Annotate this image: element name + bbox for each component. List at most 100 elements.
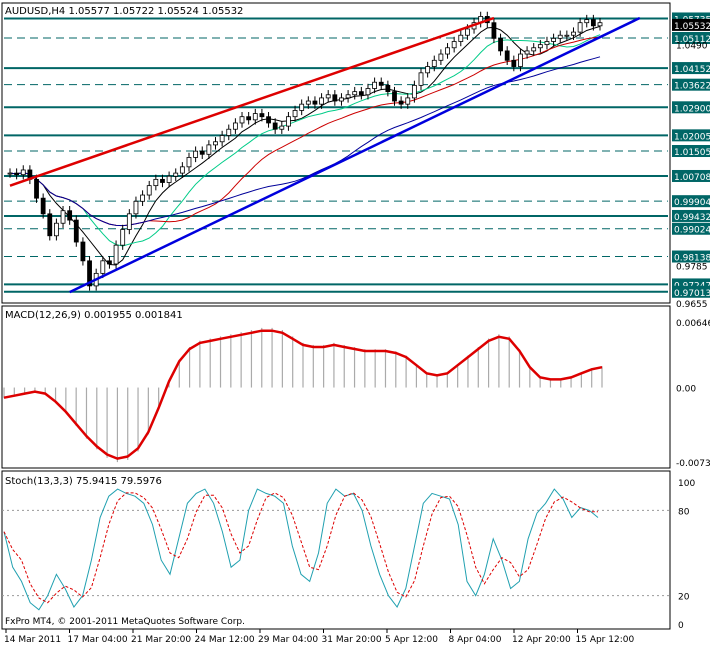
candle-body <box>140 194 145 202</box>
level-label: 0.99024 <box>674 226 710 236</box>
moving-average-line <box>9 56 601 227</box>
level-label: 0.99432 <box>674 213 710 223</box>
candle-body <box>286 116 291 127</box>
level-label: 1.01505 <box>674 148 710 158</box>
candle-body <box>199 150 205 155</box>
x-axis-label: 12 Apr 20:00 <box>512 635 571 645</box>
candle-body <box>54 222 59 237</box>
candle-body <box>133 200 139 215</box>
candle-body <box>146 185 152 196</box>
level-label: 0.97013 <box>674 289 710 299</box>
x-axis-label: 8 Apr 04:00 <box>449 635 502 645</box>
level-label-box <box>672 78 710 91</box>
price-panel-header: AUDUSD,H4 1.05577 1.05722 1.05524 1.0553… <box>5 6 243 17</box>
stoch-layer <box>2 488 670 611</box>
x-axis-label: 17 Mar 04:00 <box>68 635 128 645</box>
macd-tick-label: -0.00734 <box>676 459 710 469</box>
candle-body <box>126 213 132 230</box>
candle-body <box>100 260 106 274</box>
candle-body <box>193 150 199 158</box>
candle-body <box>120 229 126 246</box>
candle-body <box>292 110 298 118</box>
candle-body <box>206 144 212 155</box>
level-label: 1.02005 <box>674 132 710 142</box>
level-label: 0.98138 <box>674 254 710 264</box>
current-price-label: 1.05532 <box>674 22 710 32</box>
candle-body <box>266 116 271 124</box>
candle-body <box>87 260 92 287</box>
candle-body <box>60 210 66 224</box>
candle-body <box>571 31 576 36</box>
x-axis-label: 15 Apr 12:00 <box>576 635 635 645</box>
candle-body <box>73 219 79 243</box>
level-label: 1.00708 <box>674 173 710 183</box>
candle-body <box>458 34 464 42</box>
macd-signal-line <box>3 329 603 460</box>
price-panel-border <box>1 2 671 304</box>
candle-body <box>564 34 570 37</box>
candle-body <box>219 135 225 143</box>
x-axis-label: 29 Mar 04:00 <box>258 635 318 645</box>
candle-body <box>47 213 53 237</box>
candle-body <box>385 84 391 93</box>
level-label-box <box>672 101 710 114</box>
candle-body <box>557 34 563 39</box>
macd-tick-label: 0.00 <box>676 385 696 395</box>
candle-body <box>259 113 265 118</box>
candle-body <box>511 59 517 67</box>
level-label-box <box>672 62 710 75</box>
stoch-tick-label: 0 <box>678 621 684 631</box>
stoch-tick-label: 20 <box>678 593 690 603</box>
candle-body <box>358 91 364 96</box>
candle-body <box>524 50 530 55</box>
candle-body <box>425 66 431 74</box>
candle-body <box>166 175 172 183</box>
level-label-box <box>672 250 710 263</box>
candle-body <box>332 94 338 102</box>
x-axis-label: 14 Mar 2011 <box>4 635 61 645</box>
candle-body <box>544 41 550 46</box>
candle-body <box>590 19 596 27</box>
candle-body <box>398 100 404 105</box>
candle-body <box>319 97 324 105</box>
candle-body <box>34 178 39 199</box>
candle-body <box>226 128 232 136</box>
candle-body <box>451 41 457 49</box>
stoch-main-line <box>3 488 599 611</box>
axis-layer: 1.0490 0.9785 0.9655 14 Mar 2011 17 Mar 04:0… <box>4 42 710 645</box>
candle-body <box>405 97 411 105</box>
candle-body <box>465 28 470 36</box>
macd-layer <box>3 327 603 463</box>
candle-body <box>584 19 590 24</box>
candle-body <box>113 244 119 265</box>
candle-body <box>252 113 258 121</box>
candle-body <box>531 47 537 52</box>
level-label: 0.99904 <box>674 198 710 208</box>
candle-body <box>438 53 444 61</box>
candle-body <box>305 100 311 105</box>
price-tick-label: 0.9655 <box>676 300 708 310</box>
candle-body <box>411 84 417 99</box>
candle-body <box>352 91 358 96</box>
level-label-box <box>672 285 710 298</box>
candle-body <box>186 157 192 168</box>
macd-tick-label: 0.00646 <box>676 319 710 329</box>
candle-body <box>312 100 318 105</box>
candle-body <box>67 210 73 221</box>
candle-body <box>246 116 252 121</box>
candle-body <box>365 88 371 96</box>
level-label-box <box>672 209 710 222</box>
macd-panel-border <box>1 305 671 469</box>
candle-body <box>445 47 450 55</box>
candle-body <box>339 97 344 102</box>
stoch-panel-border <box>1 470 671 630</box>
price-tick-label: 1.0490 <box>676 42 708 52</box>
level-label-box <box>672 129 710 142</box>
candle-body <box>418 72 424 86</box>
x-axis-label: 21 Mar 20:00 <box>131 635 191 645</box>
candle-body <box>239 116 245 124</box>
candle-body <box>504 50 510 61</box>
candle-body <box>179 166 185 174</box>
candle-body <box>173 172 179 177</box>
